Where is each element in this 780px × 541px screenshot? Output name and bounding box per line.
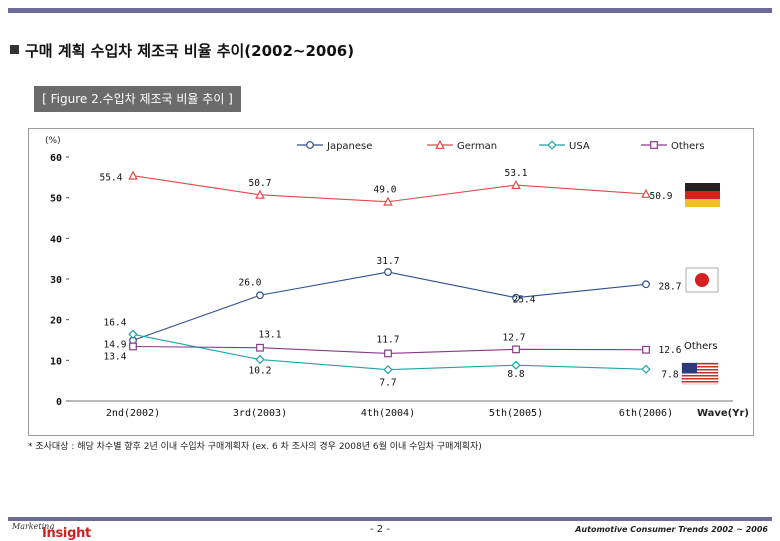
marketing-insight-logo: Marketing Insight bbox=[12, 522, 112, 541]
data-point-german bbox=[383, 196, 393, 206]
usa-flag-stripe bbox=[682, 372, 718, 374]
data-label-german: 50.9 bbox=[650, 191, 673, 202]
data-label-others: 12.6 bbox=[659, 345, 682, 356]
logo-top-text: Marketing bbox=[12, 522, 55, 531]
usa-flag-stripe bbox=[682, 375, 718, 377]
data-label-japanese: 31.7 bbox=[377, 256, 400, 267]
y-tick-label: 50 bbox=[50, 194, 62, 205]
data-point-usa bbox=[641, 364, 651, 374]
data-label-others: 13.1 bbox=[259, 330, 282, 341]
legend-marker-german bbox=[435, 139, 445, 149]
legend-marker-others bbox=[650, 141, 658, 149]
data-point-usa bbox=[255, 354, 265, 365]
figure-label: [ Figure 2.수입차 제조국 비율 추이 ] bbox=[42, 92, 233, 106]
data-point-german bbox=[511, 179, 521, 189]
y-tick-label: 30 bbox=[50, 275, 62, 286]
usa-flag-canton bbox=[682, 363, 697, 374]
data-label-usa: 16.4 bbox=[104, 317, 127, 328]
logo-main-text: Insight bbox=[42, 526, 91, 541]
x-tick-label: 4th(2004) bbox=[361, 408, 415, 419]
bottom-rule bbox=[8, 517, 772, 521]
legend-label-usa: USA bbox=[569, 141, 590, 152]
data-label-others: 13.4 bbox=[104, 352, 127, 363]
german-flag-icon bbox=[685, 183, 720, 191]
x-tick-label: 2nd(2002) bbox=[106, 408, 160, 419]
y-tick-label: 40 bbox=[50, 234, 62, 245]
data-label-others: 12.7 bbox=[503, 332, 526, 343]
data-point-japanese bbox=[642, 280, 650, 289]
footnote: * 조사대상 : 해당 차수별 향후 2년 이내 수입차 구매계획자 (ex. … bbox=[28, 442, 482, 452]
data-point-german bbox=[641, 188, 651, 198]
german-flag-red-band bbox=[685, 191, 720, 199]
page-number: - 2 - bbox=[370, 524, 390, 535]
data-point-usa bbox=[383, 365, 393, 375]
page-title-text: 구매 계획 수입차 제조국 비율 추이(2002~2006) bbox=[25, 42, 355, 60]
data-point-japanese bbox=[384, 268, 392, 276]
data-point-others bbox=[642, 345, 650, 354]
legend-marker-usa bbox=[547, 140, 557, 150]
german-flag-gold-band bbox=[685, 199, 720, 207]
data-label-german: 49.0 bbox=[374, 185, 397, 196]
x-tick-label: 6th(2006) bbox=[619, 408, 673, 419]
data-label-usa: 10.2 bbox=[249, 366, 272, 377]
usa-flag-stripe bbox=[682, 381, 718, 383]
data-point-others bbox=[512, 345, 520, 354]
usa-flag-stripe bbox=[682, 378, 718, 380]
data-point-others bbox=[256, 343, 264, 352]
y-axis-unit-label: (%) bbox=[45, 136, 61, 146]
title-bullet-icon bbox=[10, 45, 19, 54]
data-point-usa bbox=[511, 360, 521, 370]
y-tick-label: 20 bbox=[50, 316, 62, 327]
usa-flag-stripe bbox=[682, 369, 718, 371]
data-label-japanese: 25.4 bbox=[513, 295, 536, 306]
data-label-japanese: 14.9 bbox=[104, 339, 127, 350]
y-tick-label: 0 bbox=[56, 397, 62, 408]
figure-label-box: [ Figure 2.수입차 제조국 비율 추이 ] bbox=[34, 86, 241, 112]
usa-flag-stripe bbox=[682, 366, 718, 368]
chart-panel: (%) 0 10 20 30 40 50 60 2nd(2002) 3rd(2003) 4th(20… bbox=[28, 128, 754, 436]
legend-label-german: German bbox=[457, 141, 497, 152]
legend-marker-japanese bbox=[306, 141, 314, 149]
data-label-usa: 7.8 bbox=[661, 369, 678, 380]
data-label-usa: 8.8 bbox=[507, 369, 524, 380]
footer-report-title: Automotive Consumer Trends 2002 ~ 2006 bbox=[575, 525, 768, 534]
line-chart: (%) 0 10 20 30 40 50 60 2nd(2002) 3rd(2003) 4th(20… bbox=[45, 136, 749, 419]
data-point-german bbox=[128, 170, 138, 180]
data-point-japanese bbox=[512, 293, 520, 302]
data-point-others bbox=[129, 342, 137, 351]
top-rule bbox=[8, 8, 772, 13]
data-label-others: 11.7 bbox=[377, 334, 400, 345]
others-tag-label: Others bbox=[684, 341, 718, 352]
legend-label-japanese: Japanese bbox=[326, 141, 372, 152]
data-label-japanese: 28.7 bbox=[659, 281, 682, 292]
data-label-german: 53.1 bbox=[505, 168, 528, 179]
x-axis-title: Wave(Yr) bbox=[697, 408, 749, 419]
data-label-german: 50.7 bbox=[249, 178, 272, 189]
series-line-japanese bbox=[132, 271, 647, 341]
y-tick-label: 10 bbox=[50, 356, 62, 367]
data-point-german bbox=[255, 189, 265, 199]
y-tick-label: 60 bbox=[50, 153, 62, 164]
usa-flag-stripe bbox=[682, 363, 718, 365]
page-title: 구매 계획 수입차 제조국 비율 추이(2002~2006) bbox=[10, 40, 354, 61]
data-point-usa bbox=[128, 329, 138, 339]
japan-flag-sun bbox=[695, 273, 709, 287]
data-point-others bbox=[384, 349, 392, 358]
data-label-usa: 7.7 bbox=[379, 378, 396, 389]
data-label-german: 55.4 bbox=[100, 173, 123, 184]
data-label-japanese: 26.0 bbox=[239, 277, 262, 288]
legend-label-others: Others bbox=[671, 141, 705, 152]
data-point-japanese bbox=[256, 291, 264, 300]
x-tick-label: 5th(2005) bbox=[489, 408, 543, 419]
x-tick-label: 3rd(2003) bbox=[233, 408, 287, 419]
